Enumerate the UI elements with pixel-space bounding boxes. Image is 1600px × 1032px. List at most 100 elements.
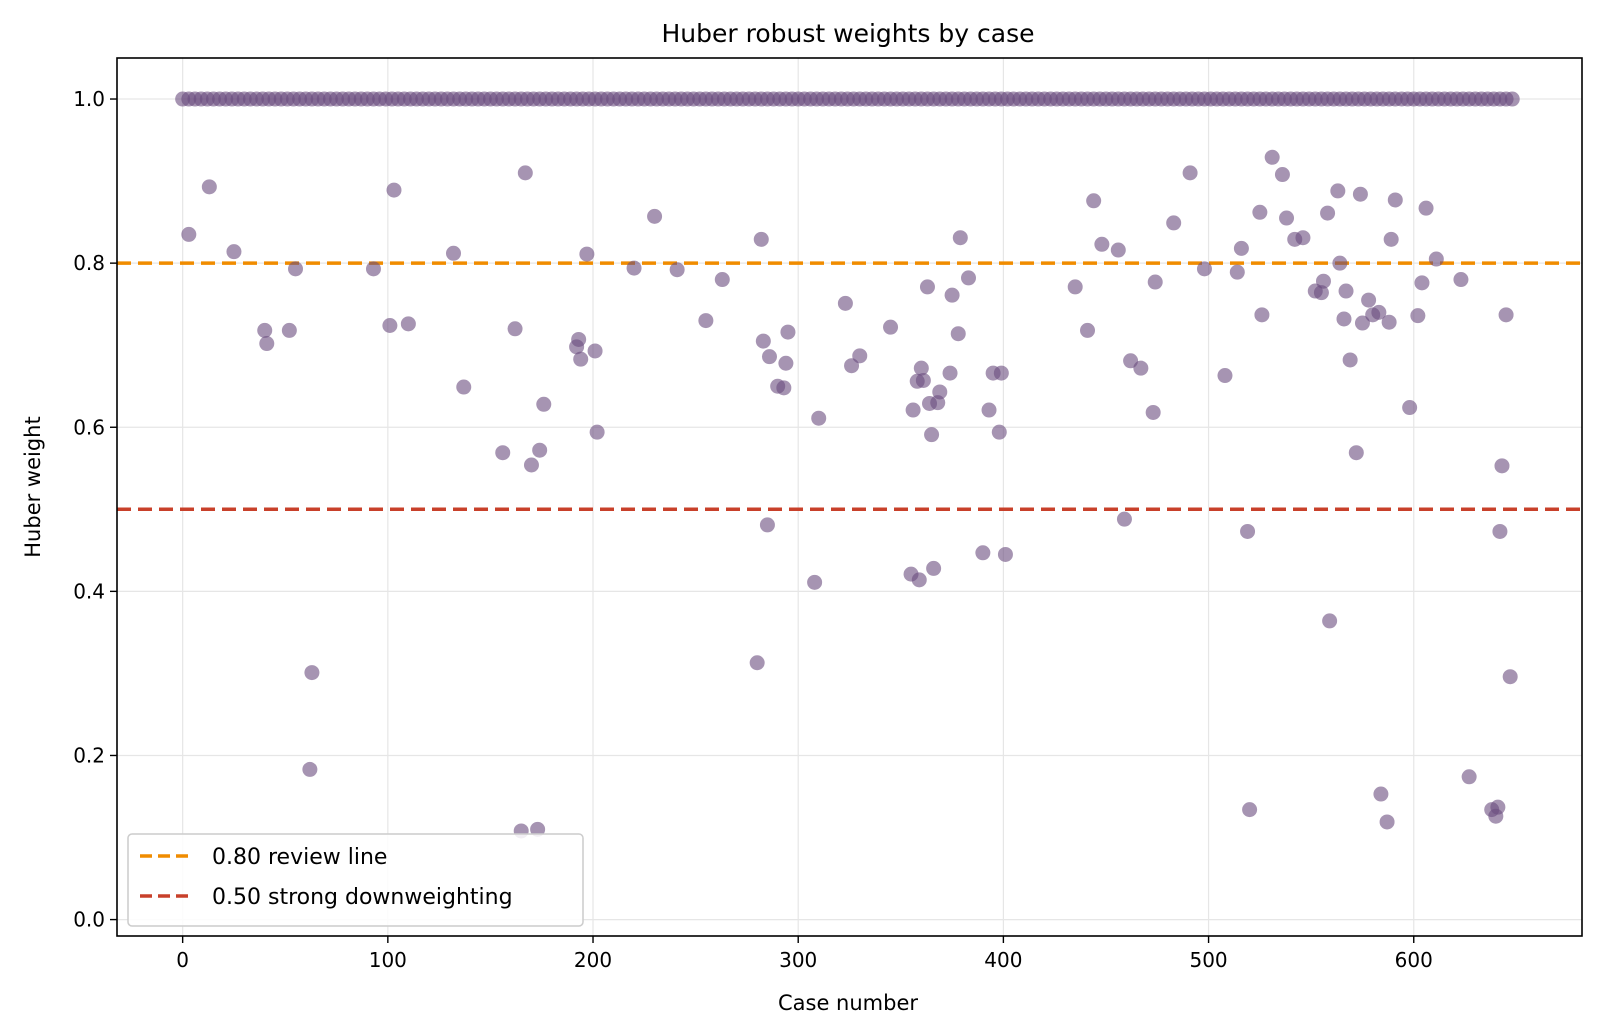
- data-point: [1274, 167, 1290, 183]
- data-point: [1371, 304, 1387, 320]
- data-point: [1414, 275, 1430, 291]
- data-point: [669, 262, 685, 278]
- data-point: [1240, 523, 1256, 539]
- data-point: [1336, 311, 1352, 327]
- data-point: [975, 545, 991, 561]
- data-point: [1490, 799, 1506, 815]
- data-point: [1067, 279, 1083, 295]
- data-point: [997, 546, 1013, 562]
- data-point: [1080, 322, 1096, 338]
- data-point: [1461, 769, 1477, 785]
- data-point: [1361, 292, 1377, 308]
- data-point: [1110, 242, 1126, 258]
- data-point: [1279, 210, 1295, 226]
- data-point: [257, 322, 273, 338]
- data-point: [181, 226, 197, 242]
- data-point: [530, 821, 546, 837]
- y-axis-label: Huber weight: [21, 416, 45, 557]
- data-point: [759, 517, 775, 533]
- legend-box: [127, 833, 584, 927]
- data-point: [382, 318, 398, 334]
- plot-frame: [116, 57, 1583, 937]
- data-point: [883, 319, 899, 335]
- points-layer: [175, 91, 1520, 839]
- data-point: [626, 260, 642, 276]
- ticks-layer: 0 100 200 300 400 500 600 0.0 0.2 0.4 0.6 0.8 1.0: [73, 87, 1433, 972]
- data-point: [911, 572, 927, 588]
- x-tick-label: 500: [1189, 948, 1227, 972]
- data-point: [1381, 314, 1397, 330]
- data-point: [589, 424, 605, 440]
- data-point: [1145, 404, 1161, 420]
- data-point: [1498, 307, 1514, 323]
- data-point: [1504, 91, 1520, 107]
- y-tick-label: 0.4: [73, 579, 105, 603]
- data-point: [807, 574, 823, 590]
- x-tick-label: 400: [984, 948, 1022, 972]
- data-point: [1502, 669, 1518, 685]
- data-point: [495, 445, 511, 461]
- data-point: [811, 410, 827, 426]
- data-point: [456, 379, 472, 395]
- data-point: [507, 321, 523, 337]
- data-point: [753, 231, 769, 247]
- data-point: [778, 355, 794, 371]
- data-point: [400, 316, 416, 332]
- data-point: [926, 560, 942, 576]
- data-point: [386, 182, 402, 198]
- x-tick-label: 300: [779, 948, 817, 972]
- data-point: [991, 424, 1007, 440]
- data-point: [1147, 274, 1163, 290]
- data-point: [844, 358, 860, 374]
- data-point: [1252, 204, 1268, 220]
- data-point: [587, 343, 603, 359]
- data-point: [1086, 193, 1102, 209]
- data-point: [1217, 368, 1233, 384]
- data-point: [761, 349, 777, 365]
- data-point: [1410, 308, 1426, 324]
- data-point: [1373, 786, 1389, 802]
- data-point: [993, 365, 1009, 381]
- data-point: [1494, 458, 1510, 474]
- data-point: [1428, 251, 1444, 267]
- data-point: [1315, 273, 1331, 289]
- data-point: [905, 402, 921, 418]
- data-point: [755, 333, 771, 349]
- data-point: [226, 244, 242, 260]
- data-point: [1116, 511, 1132, 527]
- data-point: [1242, 802, 1258, 818]
- chart-title: Huber robust weights by case: [662, 19, 1035, 48]
- y-tick-label: 0.8: [73, 251, 105, 275]
- data-point: [1338, 283, 1354, 299]
- data-point: [1492, 523, 1508, 539]
- data-point: [579, 246, 595, 262]
- data-point: [532, 442, 548, 458]
- data-point: [1166, 215, 1182, 231]
- data-point: [950, 326, 966, 342]
- data-point: [944, 287, 960, 303]
- data-point: [1383, 231, 1399, 247]
- data-point: [288, 261, 304, 277]
- data-point: [536, 396, 552, 412]
- data-point: [573, 351, 589, 367]
- data-point: [302, 761, 318, 777]
- data-point: [1354, 315, 1370, 331]
- data-point: [919, 279, 935, 295]
- legend-label-review-line: 0.80 review line: [212, 845, 387, 870]
- data-point: [1342, 352, 1358, 368]
- x-tick-label: 600: [1395, 948, 1433, 972]
- data-point: [749, 655, 765, 671]
- data-point: [1313, 285, 1329, 301]
- data-point: [517, 165, 533, 181]
- legend-label-strong-downweighting: 0.50 strong downweighting: [212, 885, 513, 910]
- data-point: [1352, 186, 1368, 202]
- data-point: [1254, 307, 1270, 323]
- data-point: [304, 665, 320, 681]
- data-point: [1320, 205, 1336, 221]
- data-point: [523, 457, 539, 473]
- data-point: [445, 245, 461, 261]
- data-point: [365, 261, 381, 277]
- data-point: [776, 380, 792, 396]
